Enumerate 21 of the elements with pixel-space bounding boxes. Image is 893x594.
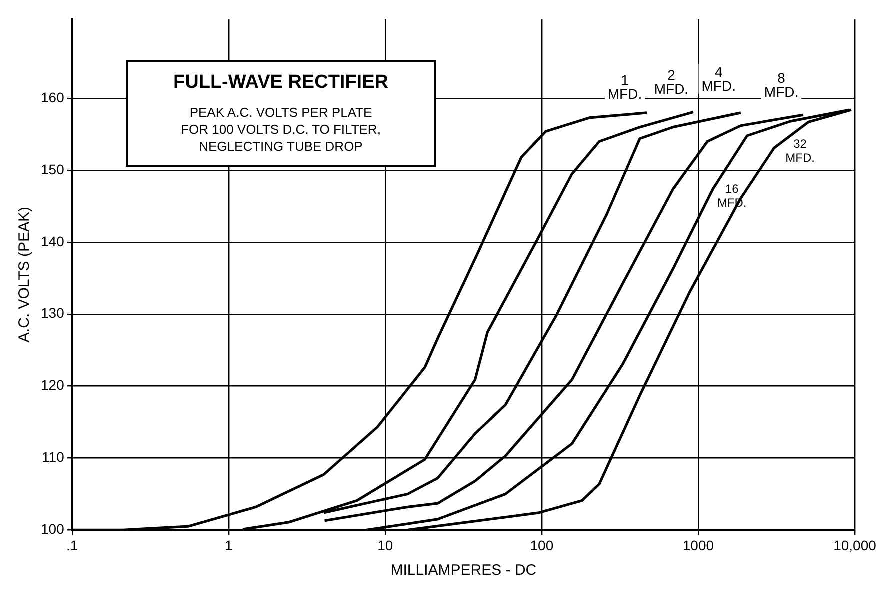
y-tick-label: 140: [41, 233, 65, 250]
y-axis-title: A.C. VOLTS (PEAK): [16, 207, 34, 343]
series-label: 2 MFD.: [654, 67, 689, 98]
x-tick-label: 1: [224, 537, 233, 554]
x-tick-label: 100: [530, 537, 554, 554]
title-box: FULL-WAVE RECTIFIER PEAK A.C. VOLTS PER PLATE FOR 100 VOLTS D.C. TO FILTER, NEGLECTING TUBE DROP: [126, 60, 436, 167]
x-axis-title: MILLIAMPERES - DC: [390, 562, 537, 580]
series-label: 32 MFD.: [786, 137, 815, 166]
x-tick-label: .1: [66, 537, 78, 554]
y-tick-label: 130: [41, 305, 65, 322]
y-tick-label: 100: [41, 521, 65, 538]
x-tick-label: 1000: [682, 537, 714, 554]
y-tick-label: 120: [41, 377, 65, 394]
x-tick-label: 10,000: [834, 537, 877, 554]
series-label: 8 MFD.: [764, 70, 799, 100]
y-tick-label: 160: [41, 89, 65, 106]
y-tick-label: 150: [41, 161, 65, 178]
x-tick-label: 10: [378, 537, 394, 554]
series-label: 4 MFD.: [702, 64, 736, 94]
y-tick-label: 110: [42, 449, 65, 466]
series-label: 1 MFD.: [608, 72, 642, 102]
